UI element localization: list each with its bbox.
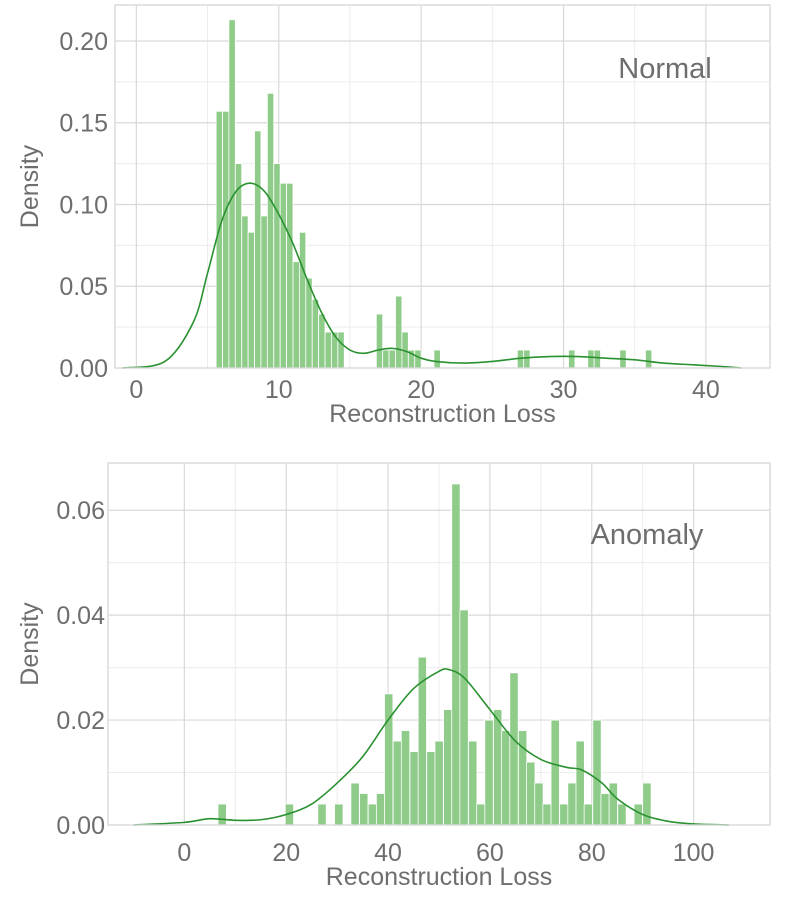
y-tick-label: 0.10	[59, 191, 108, 219]
histogram-bar	[395, 295, 403, 369]
y-tick-label: 0.00	[59, 355, 108, 383]
histogram-bar	[273, 163, 281, 369]
histogram-bar	[484, 719, 494, 826]
histogram-bar	[367, 803, 378, 826]
x-tick-label: 30	[550, 376, 578, 404]
kde-curve	[133, 668, 730, 826]
histogram-bar	[305, 277, 313, 369]
histogram-bar	[493, 709, 503, 826]
histogram-bar	[501, 730, 511, 826]
histogram-bar	[400, 730, 411, 826]
y-tick-label: 0.00	[56, 812, 105, 840]
histogram-bar	[642, 782, 652, 826]
histogram-bar	[583, 803, 593, 826]
x-axis-label: Reconstruction Loss	[329, 400, 556, 428]
histogram-bar	[318, 313, 326, 369]
y-axis-label: Density	[16, 144, 44, 228]
x-tick-label: 60	[476, 839, 504, 867]
y-tick-label: 0.06	[56, 497, 105, 525]
histogram-bar	[608, 782, 618, 826]
histogram-bar	[542, 803, 552, 826]
histogram-bar	[451, 483, 461, 826]
histogram-bar	[359, 793, 369, 826]
histogram-bar	[593, 349, 601, 369]
histogram-bar	[392, 740, 402, 826]
histogram-bar	[388, 349, 396, 369]
histogram-bar	[433, 349, 441, 369]
x-tick-label: 20	[272, 839, 300, 867]
histogram-bar	[559, 803, 569, 826]
y-tick-label: 0.04	[56, 602, 105, 630]
histogram-bars	[217, 483, 652, 826]
x-tick-label: 20	[407, 376, 435, 404]
histogram-bar	[509, 672, 519, 826]
histogram-bar	[298, 231, 307, 369]
kde-curve	[121, 182, 742, 369]
x-tick-label: 10	[265, 376, 293, 404]
histogram-bar	[434, 740, 444, 826]
y-tick-label: 0.02	[56, 707, 105, 735]
histogram-bar	[476, 803, 486, 826]
histogram-bar	[317, 803, 327, 826]
y-tick-label: 0.05	[59, 273, 108, 301]
histogram-bar	[279, 182, 287, 369]
histogram-bar	[592, 719, 602, 826]
histogram-bars	[215, 19, 653, 369]
panel-annotation: Normal	[618, 53, 711, 85]
histogram-bar	[382, 349, 390, 369]
histogram-bar	[286, 182, 294, 369]
histogram-bar	[526, 761, 536, 826]
histogram-bar	[587, 349, 595, 369]
y-axis-label: Density	[16, 602, 44, 686]
histogram-bar	[311, 298, 320, 369]
x-tick-label: 100	[673, 839, 715, 867]
histogram-bar	[568, 349, 576, 369]
histogram-bar	[600, 793, 610, 826]
panel-annotation: Anomaly	[591, 519, 704, 551]
histogram-bar	[247, 231, 255, 369]
histogram-bar	[523, 349, 531, 369]
histogram-bar	[222, 110, 230, 369]
x-tick-label: 0	[129, 376, 143, 404]
histogram-bar	[266, 92, 275, 369]
histogram-bar	[375, 313, 384, 369]
histogram-bar	[409, 751, 419, 826]
x-tick-label: 80	[578, 839, 606, 867]
axes-frame	[114, 4, 771, 369]
histogram-bar	[260, 215, 268, 369]
histogram-bar	[459, 609, 469, 826]
histogram-bar	[645, 349, 653, 369]
histogram-bar	[617, 803, 627, 826]
histogram-bar	[426, 751, 436, 826]
histogram-bar	[324, 331, 332, 369]
x-tick-label: 40	[692, 376, 720, 404]
histogram-bar	[234, 163, 243, 369]
anomaly-histogram-panel: 0 20 40 60 80 100 0.00 0.02 0.04 0.06 Reconstructi…	[16, 462, 771, 891]
histogram-bar	[241, 215, 249, 369]
histogram-bar	[217, 803, 227, 826]
x-axis-label: Reconstruction Loss	[326, 863, 553, 891]
histogram-bar	[443, 709, 453, 826]
histogram-bar	[534, 782, 544, 826]
histogram-bar	[384, 693, 394, 826]
normal-histogram-panel: 0 10 20 30 40 0.00 0.05 0.10 0.15 0.20 Reconstruct…	[16, 4, 771, 428]
histogram-bar	[350, 782, 360, 826]
histogram-bar	[550, 719, 560, 826]
histogram-bar	[254, 130, 262, 369]
histogram-bar	[375, 793, 386, 826]
histogram-bar	[292, 261, 300, 369]
x-tick-label: 40	[374, 839, 402, 867]
y-tick-label: 0.20	[59, 28, 108, 56]
y-tick-label: 0.15	[59, 110, 108, 138]
x-tick-label: 0	[177, 839, 191, 867]
histogram-bar	[575, 740, 585, 826]
histogram-bar	[567, 782, 577, 826]
histogram-bar	[334, 803, 344, 826]
histogram-bar	[337, 331, 345, 369]
histogram-bar	[468, 740, 478, 826]
histogram-bar	[414, 349, 422, 369]
axes-frame	[107, 462, 771, 826]
